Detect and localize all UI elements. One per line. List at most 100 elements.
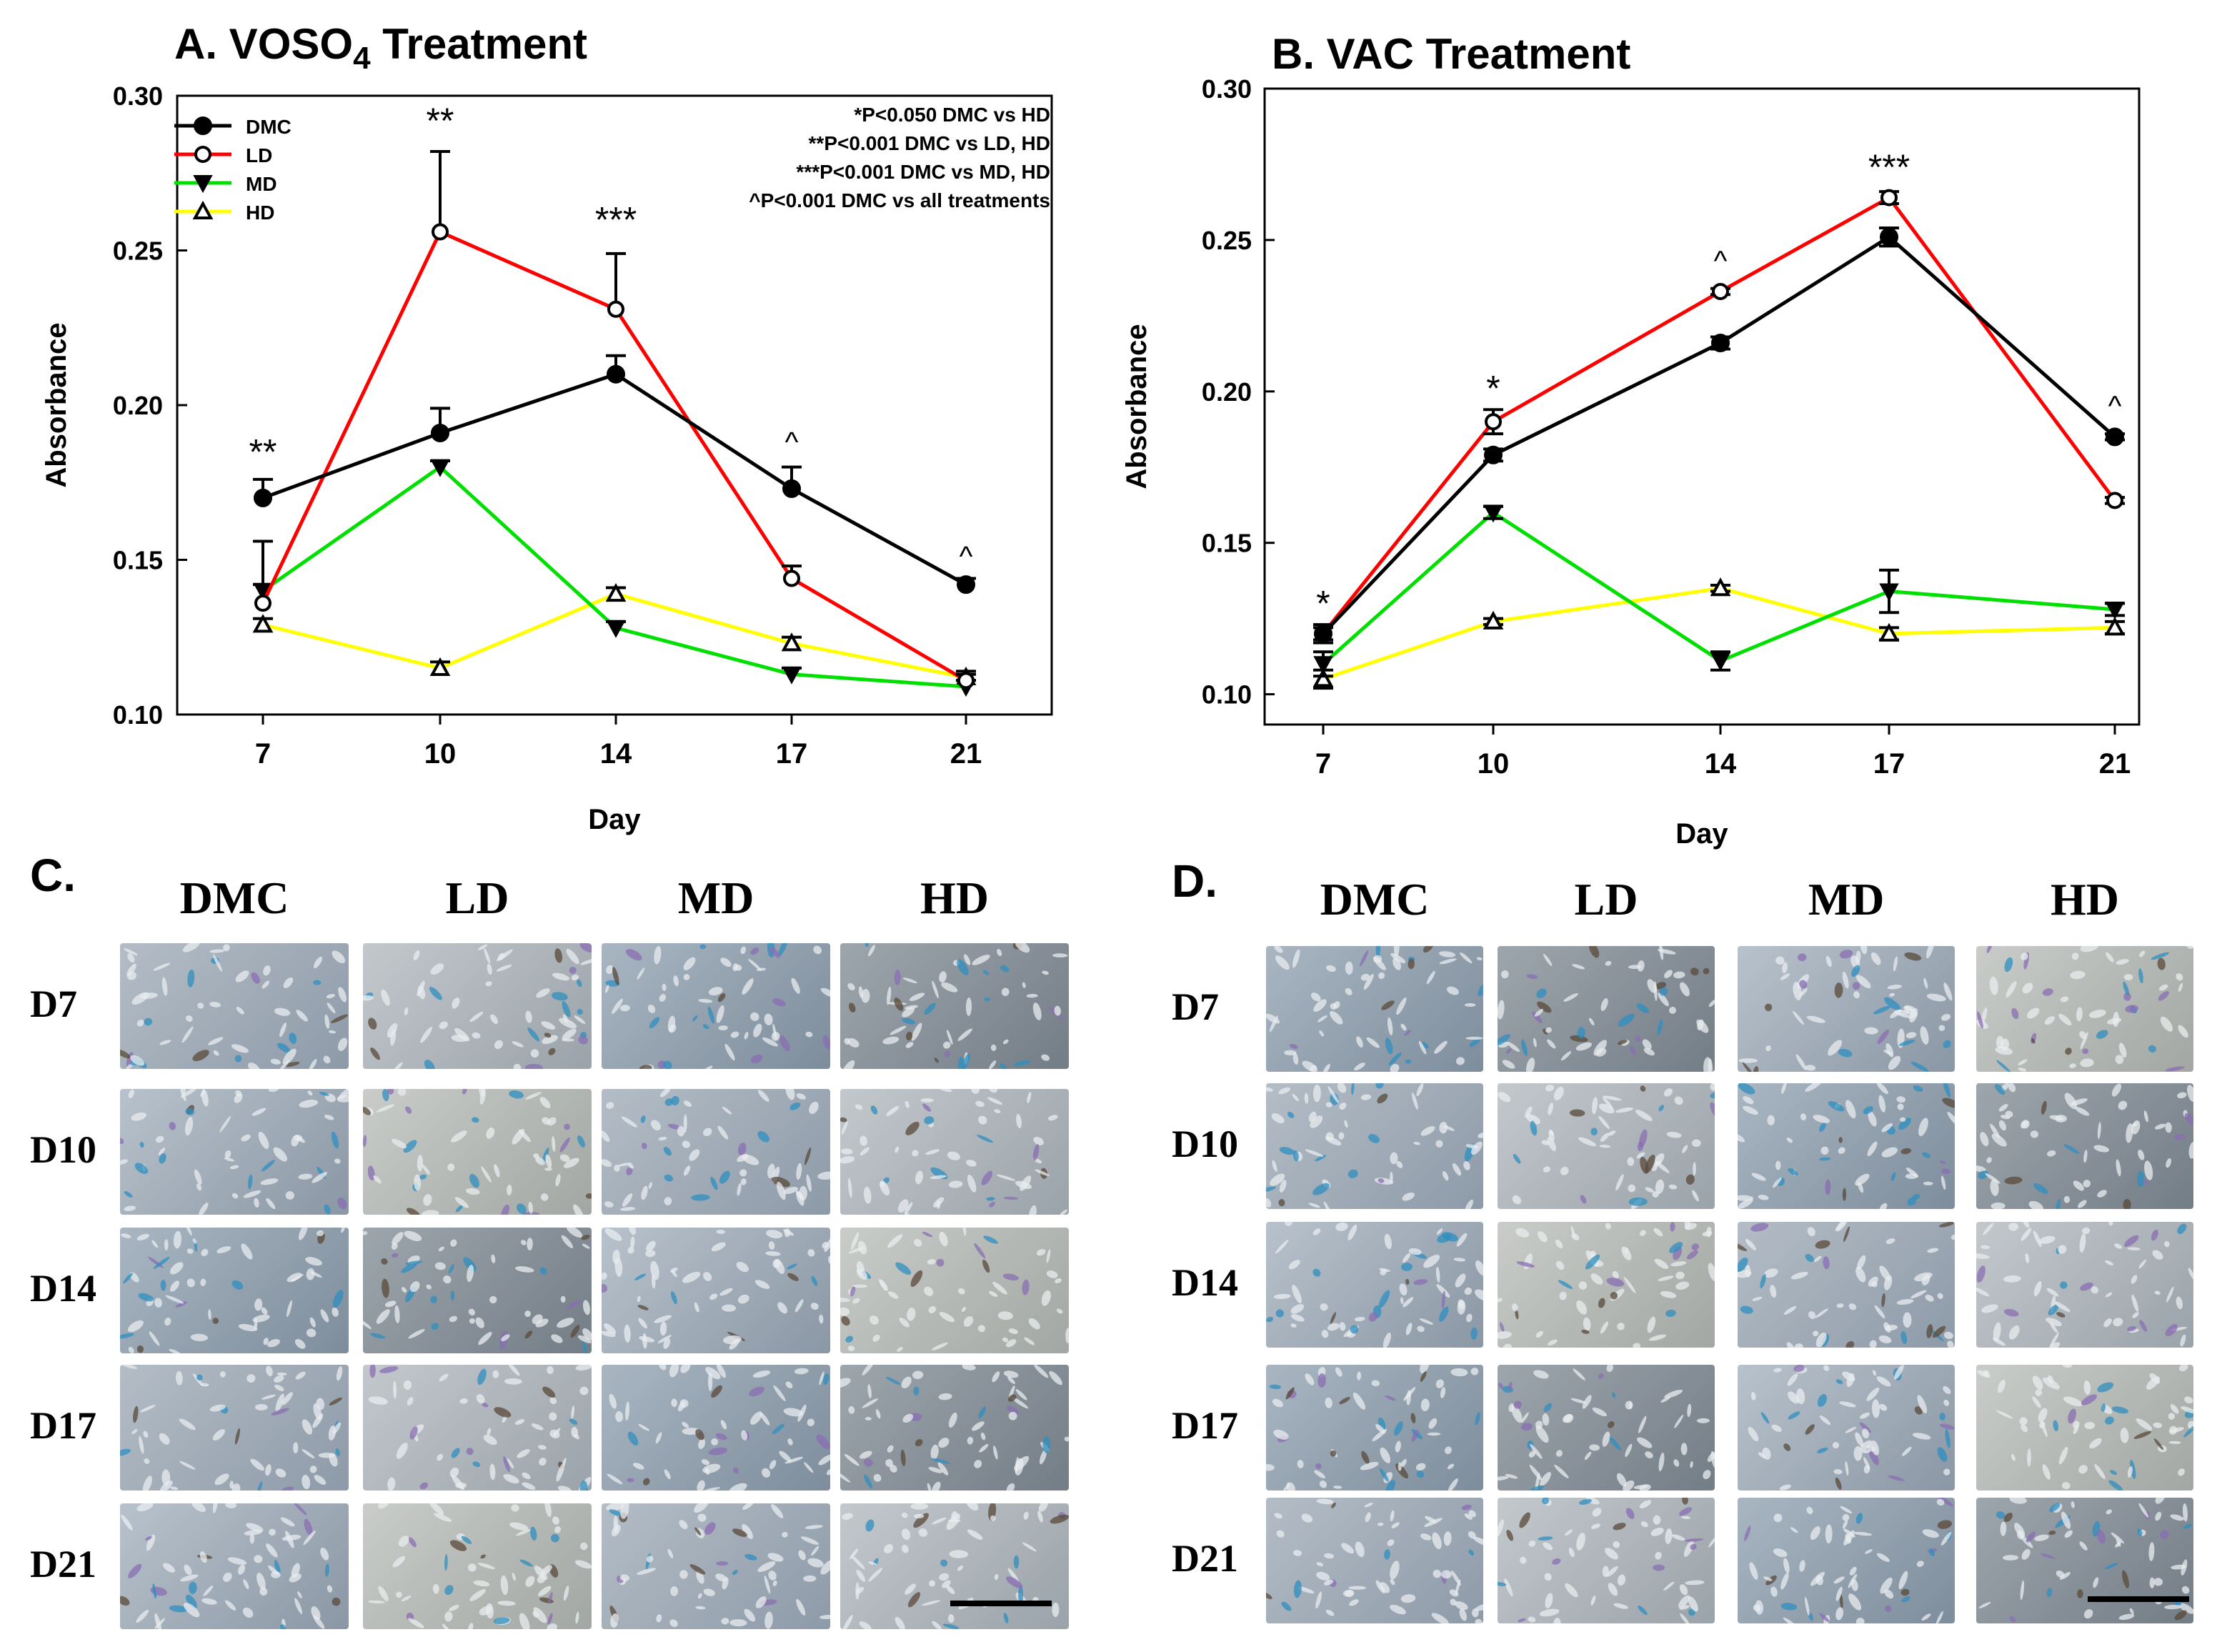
y-tick-label: 0.30	[113, 81, 163, 111]
row-header-d21: D21	[30, 1543, 96, 1586]
micrograph-d7-md	[1738, 946, 1955, 1072]
marker-md	[1483, 504, 1503, 523]
x-tick-label: 17	[776, 738, 808, 770]
chart-a: A. VOSO4 Treatment 0.10 0.15 0.20 0.25 0.30 7 1…	[41, 20, 1053, 835]
column-header-dmc: DMC	[179, 872, 289, 923]
micrograph-d10-dmc	[1266, 1083, 1483, 1209]
micrograph-d17-ld	[1498, 1365, 1715, 1491]
micrograph-d14-md	[602, 1228, 830, 1353]
micrograph-d10-dmc	[120, 1089, 349, 1215]
micrograph-d17-hd	[1976, 1365, 2193, 1491]
marker-md	[430, 459, 450, 477]
micrograph-d7-ld	[363, 943, 592, 1069]
row-header-d17: D17	[30, 1404, 96, 1447]
stat-note: *P<0.050 DMC vs HD	[854, 104, 1050, 126]
y-tick-label: 0.15	[1202, 529, 1252, 558]
marker-hd	[429, 657, 451, 677]
marker-hd	[1710, 577, 1731, 597]
significance-mark: ^	[2108, 391, 2122, 422]
row-header-d10: D10	[30, 1128, 96, 1171]
micrograph-d7-md	[602, 943, 830, 1069]
x-tick-label: 7	[255, 738, 271, 770]
marker-hd	[1878, 622, 1900, 642]
x-tick-label: 17	[1873, 748, 1905, 780]
significance-mark: ***	[1868, 147, 1910, 187]
marker-ld	[254, 594, 271, 612]
panel-label-c: C.	[30, 850, 76, 901]
column-header-md: MD	[677, 872, 754, 923]
y-axis-label: Absorbance	[1121, 324, 1152, 489]
significance-mark: *	[1316, 583, 1330, 623]
marker-md	[1879, 583, 1899, 602]
y-tick-label: 0.10	[1202, 680, 1252, 710]
panel-label-d: D.	[1172, 855, 1217, 907]
micrograph-d17-md	[1738, 1365, 1955, 1491]
significance-mark: **	[249, 432, 277, 472]
micrograph-d7-ld	[1498, 946, 1715, 1072]
series-line-md	[261, 464, 967, 689]
micrograph-d10-ld	[1498, 1083, 1715, 1209]
marker-hd	[252, 614, 274, 633]
stat-note: **P<0.001 DMC vs LD, HD	[809, 132, 1050, 154]
marker-md	[193, 175, 213, 194]
marker-hd	[2104, 617, 2126, 636]
column-header-ld: LD	[445, 872, 509, 923]
micrograph-d21-md	[602, 1503, 830, 1629]
marker-dmc	[2106, 427, 2124, 447]
marker-ld	[2106, 492, 2123, 509]
micrograph-d21-ld	[1498, 1498, 1715, 1623]
y-tick-label: 0.30	[1202, 74, 1252, 104]
marker-dmc	[1314, 624, 1332, 643]
micrograph-d10-md	[1738, 1083, 1955, 1209]
marker-dmc	[1880, 227, 1898, 247]
marker-ld	[1712, 282, 1729, 300]
row-header-d7: D7	[30, 982, 77, 1025]
series-md	[1313, 504, 2125, 678]
marker-ld	[1485, 413, 1502, 431]
scale-bar	[950, 1601, 1052, 1606]
micrograph-d10-ld	[363, 1089, 592, 1215]
micrograph-d17-ld	[363, 1365, 592, 1491]
column-header-dmc: DMC	[1320, 874, 1430, 925]
charts-canvas: A. VOSO4 Treatment 0.10 0.15 0.20 0.25 0.30 7 1…	[41, 20, 2141, 850]
marker-hd	[781, 632, 802, 652]
chart-b: B. VAC Treatment 0.10 0.15 0.20 0.25 0.30 7 10 1…	[1121, 30, 2141, 850]
micrograph-d14-ld	[363, 1228, 592, 1353]
significance-mark: *	[1486, 369, 1500, 409]
micrograph-d21-ld	[363, 1503, 592, 1629]
row-header-d17: D17	[1172, 1404, 1238, 1447]
micrograph-d14-dmc	[1266, 1222, 1483, 1348]
micrograph-d7-hd	[840, 943, 1069, 1069]
column-header-hd: HD	[920, 872, 989, 923]
micrograph-d21-dmc	[120, 1503, 349, 1629]
micrograph-d17-hd	[840, 1365, 1069, 1491]
x-tick-label: 10	[1478, 748, 1510, 780]
micrograph-d10-md	[602, 1089, 830, 1215]
stat-note: ***P<0.001 DMC vs MD, HD	[796, 161, 1050, 183]
y-tick-label: 0.25	[1202, 226, 1252, 255]
marker-dmc	[194, 116, 212, 135]
micrograph-d17-dmc	[1266, 1365, 1483, 1491]
x-tick-label: 7	[1315, 748, 1331, 780]
marker-dmc	[431, 423, 449, 442]
series-ld	[253, 149, 976, 690]
legend-label: MD	[246, 173, 277, 195]
marker-ld	[957, 672, 975, 690]
y-tick-label: 0.20	[113, 391, 163, 420]
scale-bar	[2088, 1596, 2189, 1602]
marker-md	[606, 620, 626, 638]
marker-ld	[607, 300, 624, 318]
significance-mark: ^	[785, 427, 799, 458]
series-dmc	[253, 354, 976, 594]
stat-note: ^P<0.001 DMC vs all treatments	[749, 189, 1050, 212]
row-header-d7: D7	[1172, 985, 1219, 1028]
y-tick-label: 0.10	[113, 700, 163, 730]
column-header-hd: HD	[2051, 874, 2119, 925]
series-hd	[1312, 577, 2126, 690]
marker-md	[1313, 656, 1333, 675]
micrograph-d7-dmc	[1266, 946, 1483, 1072]
x-tick-label: 14	[600, 738, 632, 770]
chart-title-rest: Treatment	[371, 20, 587, 68]
micrograph-d14-hd	[1976, 1222, 2193, 1348]
marker-dmc	[957, 575, 975, 594]
